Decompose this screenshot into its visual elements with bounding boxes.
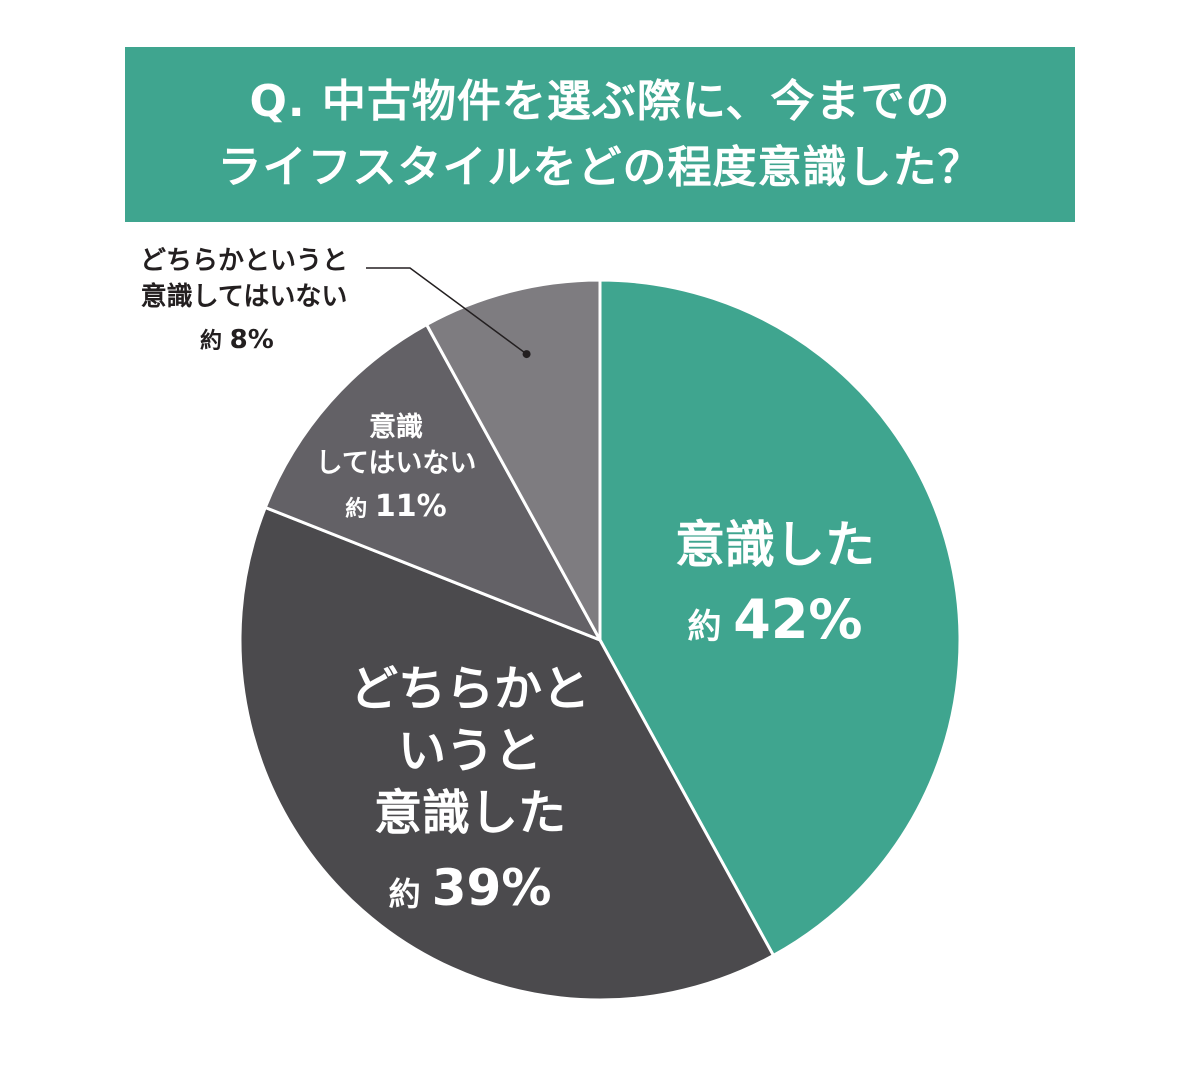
leader-line (366, 267, 528, 355)
slice-label-line: 意識してはいない (141, 281, 348, 312)
slice-value-label: 約 8% (200, 325, 274, 355)
pie-slices (238, 278, 962, 1002)
slice-label-line: してはいない (316, 448, 477, 479)
slice-value-label: 約 39% (389, 859, 552, 917)
slice-label-line: 意識した (675, 516, 875, 574)
value-percent: 42% (733, 588, 862, 651)
value-percent: 39% (432, 859, 552, 917)
slice-label-line: どちらかと (350, 661, 590, 717)
chart-title-banner: Q. 中古物件を選ぶ際に、今までの ライフスタイルをどの程度意識した？ (125, 47, 1075, 222)
slice-value-label: 約 42% (687, 588, 862, 651)
value-prefix: 約 (389, 875, 432, 913)
pie-slice-1 (598, 278, 962, 957)
value-prefix: 約 (200, 328, 230, 354)
slice-label-line: どちらかというと (140, 246, 348, 276)
value-percent: 11% (375, 489, 447, 524)
chart-title-line-2: ライフスタイルをどの程度意識した？ (217, 141, 983, 193)
pie-slice-3 (263, 323, 602, 642)
chart-title-line-1: Q. 中古物件を選ぶ際に、今までの (249, 75, 951, 127)
pie-slice-4 (425, 278, 602, 642)
slice-label-line: いうと (398, 723, 542, 779)
value-prefix: 約 (687, 607, 733, 647)
leader-dot (522, 350, 531, 359)
pie-slice-2 (238, 505, 775, 1002)
slice-value-label: 約 11% (345, 489, 446, 524)
value-percent: 8% (230, 325, 274, 355)
value-prefix: 約 (345, 496, 375, 522)
slice-label-line: 意識 (369, 411, 423, 443)
slice-label-line: 意識した (374, 785, 566, 841)
